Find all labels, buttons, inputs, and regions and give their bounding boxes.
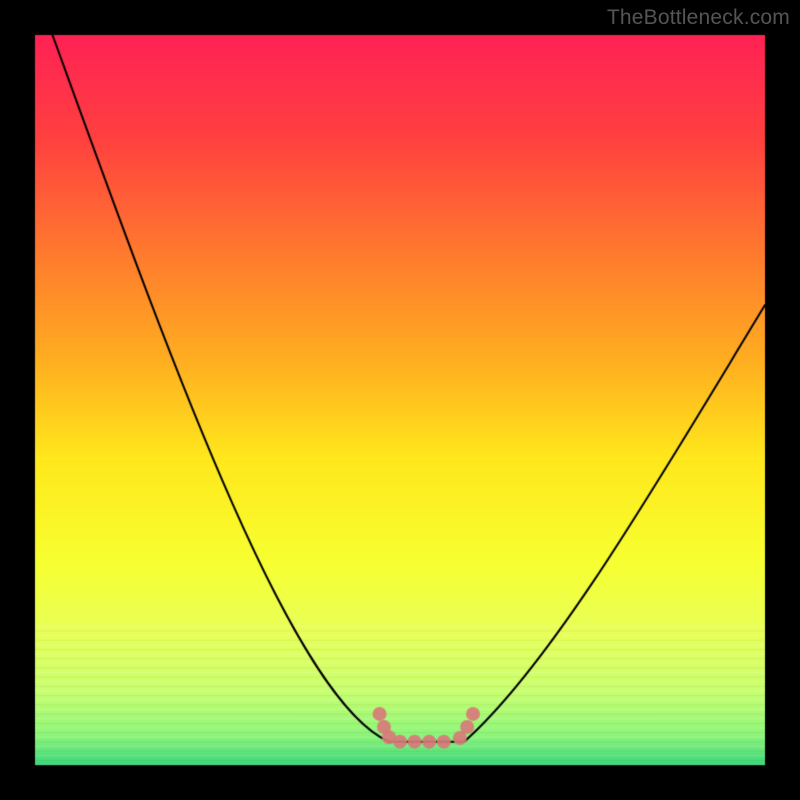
watermark-text: TheBottleneck.com: [607, 6, 790, 30]
bottleneck-chart-canvas: [0, 0, 800, 800]
